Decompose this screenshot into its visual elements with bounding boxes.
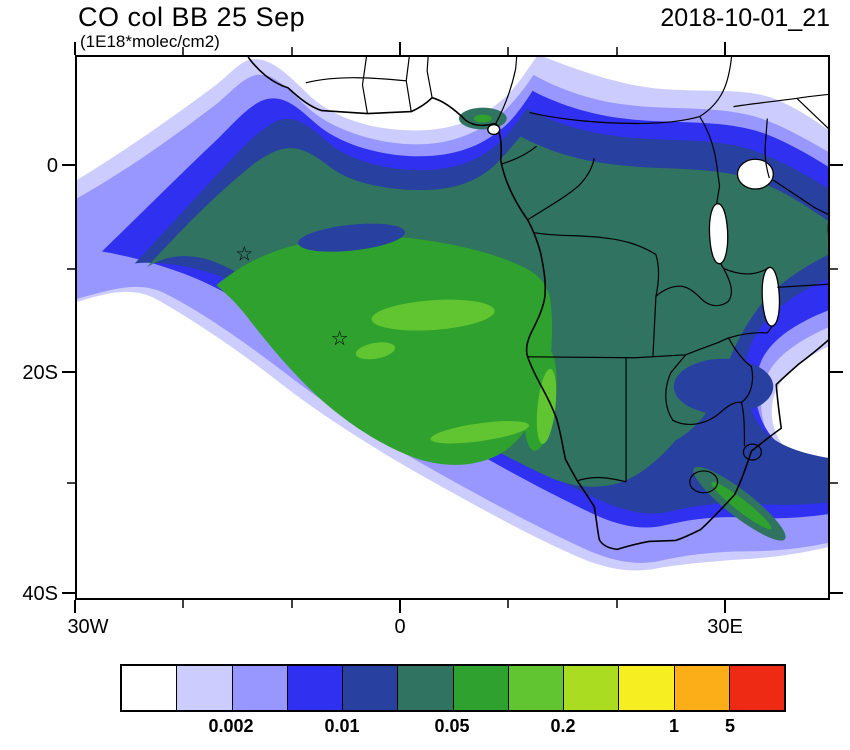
africa-coastline	[247, 57, 828, 551]
colorbar-cell	[177, 666, 233, 710]
colorbar-cell	[508, 666, 564, 710]
contour-level-7-blob-a	[371, 299, 495, 331]
fire-marker-1: ☆	[235, 244, 253, 266]
x-tick-label-30W: 30W	[67, 616, 109, 638]
navy-lens-patch	[298, 223, 405, 252]
colorbar-label-005: 0.05	[434, 716, 470, 736]
colorbar-label-1: 1	[668, 716, 679, 736]
colorbar-label-5: 5	[724, 716, 735, 736]
colorbar-label-02: 0.2	[550, 716, 576, 736]
colorbar-cell	[232, 666, 288, 710]
map-plot: ☆ ☆	[75, 55, 830, 600]
contour-level-7-blob-b	[355, 342, 396, 360]
colorbar-cell	[122, 666, 178, 710]
lakes	[708, 158, 781, 327]
contour-level-7-blob-c	[430, 421, 530, 444]
colorbar-cell	[674, 666, 730, 710]
colorbar-cell	[398, 666, 454, 710]
x-tick-label-30E: 30E	[707, 616, 743, 638]
bioko-island	[487, 123, 501, 136]
green-spot-guinea-coast	[473, 114, 492, 123]
colorbar-cell	[343, 666, 399, 710]
colorbar-cell	[453, 666, 509, 710]
y-tick-label-40S: 40S	[22, 583, 58, 605]
colorbar-cell	[729, 666, 784, 710]
green-streak-southeast	[711, 481, 772, 530]
navy-patch-southeast-coast	[733, 456, 810, 500]
colorbar-cell	[287, 666, 343, 710]
units-label: (1E18*molec/cm2)	[80, 32, 220, 51]
navy-patch-zimbabwe	[673, 358, 774, 415]
y-tick-label-20S: 20S	[22, 362, 58, 384]
country-borders	[305, 57, 828, 494]
contour-map: ☆ ☆	[77, 57, 828, 598]
x-tick-label-0: 0	[394, 616, 406, 638]
colorbar	[120, 664, 786, 712]
colorbar-label-0002: 0.002	[208, 716, 254, 736]
colorbar-cell	[564, 666, 620, 710]
y-tick-label-0: 0	[46, 155, 58, 177]
fire-marker-2: ☆	[331, 328, 349, 350]
page-title: CO col BB 25 Sep	[78, 2, 306, 32]
colorbar-cell	[619, 666, 675, 710]
colorbar-label-001: 0.01	[324, 716, 360, 736]
timestamp-label: 2018-10-01_21	[660, 4, 830, 32]
